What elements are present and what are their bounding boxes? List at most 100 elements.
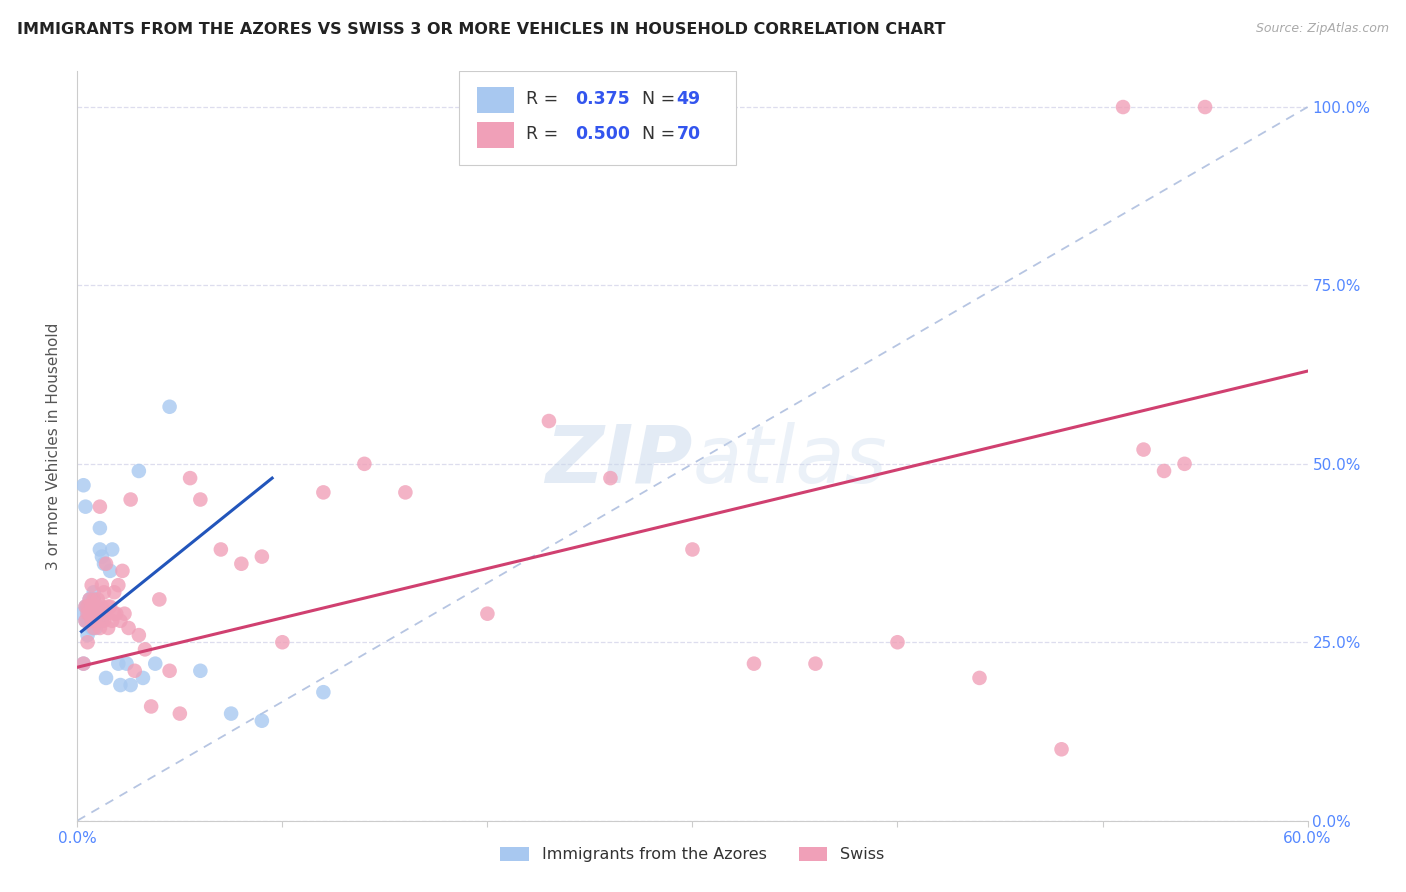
- Point: [1050, 742, 1073, 756]
- Point: [969, 671, 991, 685]
- Text: 49: 49: [676, 90, 700, 108]
- Point: [804, 657, 827, 671]
- Text: N =: N =: [631, 125, 681, 144]
- Point: [101, 542, 124, 557]
- Point: [89, 621, 111, 635]
- Point: [97, 621, 120, 635]
- Point: [84, 621, 107, 635]
- Point: [98, 599, 121, 614]
- Point: [83, 607, 105, 621]
- Point: [90, 578, 114, 592]
- Point: [271, 635, 294, 649]
- Point: [188, 492, 212, 507]
- Point: [97, 599, 120, 614]
- Point: [141, 699, 163, 714]
- Point: [76, 607, 98, 621]
- Text: 0.375: 0.375: [575, 90, 630, 108]
- Point: [84, 607, 107, 621]
- Point: [394, 485, 416, 500]
- Point: [75, 599, 97, 614]
- Point: [76, 607, 98, 621]
- FancyBboxPatch shape: [477, 122, 515, 148]
- Point: [75, 614, 97, 628]
- Point: [84, 614, 107, 628]
- Point: [117, 621, 139, 635]
- Point: [132, 671, 155, 685]
- Point: [90, 549, 114, 564]
- Point: [537, 414, 560, 428]
- Point: [312, 685, 335, 699]
- Point: [209, 542, 232, 557]
- Point: [89, 521, 111, 535]
- FancyBboxPatch shape: [477, 87, 515, 112]
- Point: [219, 706, 242, 721]
- Point: [353, 457, 375, 471]
- Text: atlas: atlas: [693, 422, 887, 500]
- Point: [80, 614, 103, 628]
- Point: [80, 599, 103, 614]
- Point: [110, 614, 132, 628]
- Point: [70, 607, 93, 621]
- Point: [115, 657, 138, 671]
- Point: [75, 599, 97, 614]
- Point: [250, 549, 273, 564]
- Point: [105, 607, 128, 621]
- Point: [83, 592, 105, 607]
- Point: [111, 564, 134, 578]
- Point: [80, 621, 103, 635]
- Point: [1174, 457, 1197, 471]
- Point: [179, 471, 201, 485]
- Point: [110, 678, 132, 692]
- Point: [599, 471, 621, 485]
- Point: [80, 607, 103, 621]
- Point: [79, 607, 101, 621]
- Point: [87, 614, 110, 628]
- Point: [107, 657, 129, 671]
- Point: [84, 607, 107, 621]
- Point: [169, 706, 191, 721]
- Point: [89, 500, 111, 514]
- Point: [72, 478, 94, 492]
- Point: [103, 585, 125, 599]
- Point: [107, 578, 129, 592]
- Point: [101, 614, 124, 628]
- Point: [188, 664, 212, 678]
- Point: [312, 485, 335, 500]
- Point: [103, 607, 125, 621]
- Point: [75, 500, 97, 514]
- Point: [79, 607, 101, 621]
- Point: [128, 628, 150, 642]
- Point: [1153, 464, 1175, 478]
- Point: [94, 671, 117, 685]
- Point: [80, 592, 103, 607]
- Point: [87, 592, 110, 607]
- Point: [134, 642, 156, 657]
- Text: R =: R =: [526, 125, 564, 144]
- Point: [76, 599, 98, 614]
- Point: [76, 599, 98, 614]
- Point: [120, 678, 142, 692]
- Point: [80, 578, 103, 592]
- Point: [93, 614, 115, 628]
- Point: [143, 657, 166, 671]
- Point: [83, 592, 105, 607]
- Point: [79, 614, 101, 628]
- Point: [90, 599, 114, 614]
- Point: [93, 585, 115, 599]
- Text: 70: 70: [676, 125, 700, 144]
- Point: [75, 614, 97, 628]
- Point: [80, 614, 103, 628]
- Point: [114, 607, 136, 621]
- Point: [159, 400, 181, 414]
- Text: ZIP: ZIP: [546, 422, 693, 500]
- Point: [83, 607, 105, 621]
- Point: [83, 614, 105, 628]
- Point: [90, 614, 114, 628]
- Text: Source: ZipAtlas.com: Source: ZipAtlas.com: [1256, 22, 1389, 36]
- Point: [148, 592, 170, 607]
- Point: [72, 657, 94, 671]
- Point: [886, 635, 908, 649]
- Point: [120, 492, 142, 507]
- Text: N =: N =: [631, 90, 681, 108]
- Point: [94, 557, 117, 571]
